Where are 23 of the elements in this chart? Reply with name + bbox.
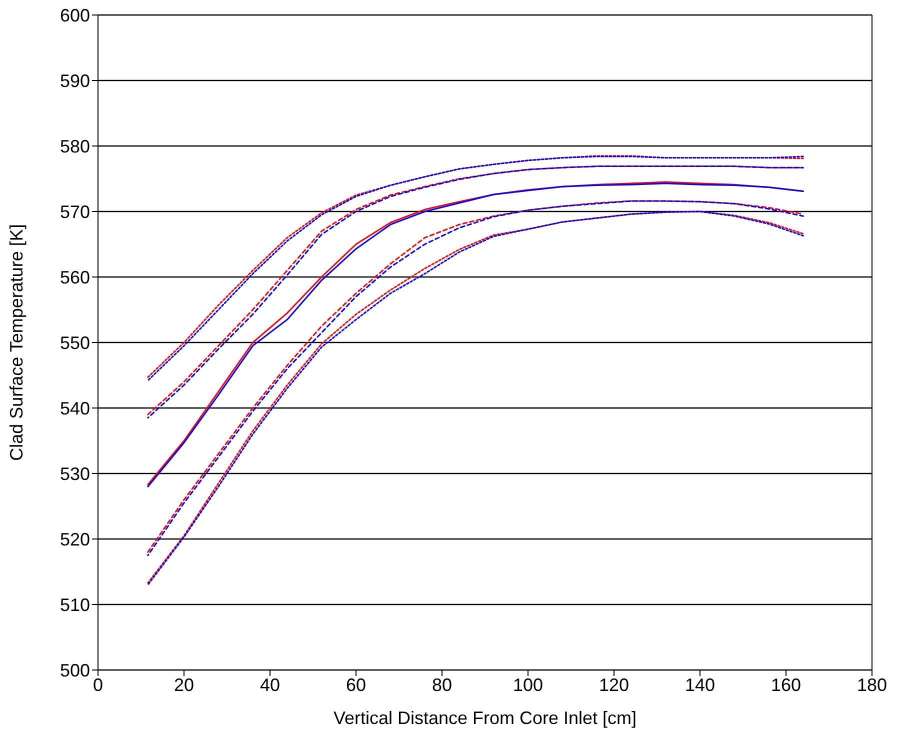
y-tick-label: 520 — [60, 529, 90, 550]
x-tick-label: 40 — [260, 674, 280, 695]
x-tick-label: 100 — [512, 674, 544, 695]
x-tick-label: 120 — [598, 674, 630, 695]
y-tick-label: 590 — [60, 70, 90, 91]
y-tick-label: 560 — [60, 267, 90, 288]
y-tick-label: 530 — [60, 464, 90, 484]
y-axis-title: Clad Surface Temperature [K] — [6, 224, 26, 461]
x-tick-label: 180 — [856, 674, 888, 695]
y-tick-label: 580 — [60, 136, 90, 156]
y-tick-label: 500 — [60, 660, 90, 680]
x-axis-title: Vertical Distance From Core Inlet [cm] — [333, 708, 637, 728]
x-tick-label: 160 — [770, 674, 802, 695]
y-tick-label: 550 — [60, 332, 90, 353]
y-tick-label: 540 — [60, 398, 90, 418]
x-tick-label: 0 — [92, 674, 104, 695]
x-tick-label: 60 — [346, 674, 366, 695]
x-tick-label: 140 — [684, 674, 716, 695]
x-tick-label: 20 — [174, 674, 194, 695]
y-tick-label: 570 — [60, 202, 90, 222]
x-tick-label: 80 — [432, 674, 452, 695]
y-tick-label: 600 — [60, 5, 90, 26]
y-tick-label: 510 — [60, 594, 90, 615]
